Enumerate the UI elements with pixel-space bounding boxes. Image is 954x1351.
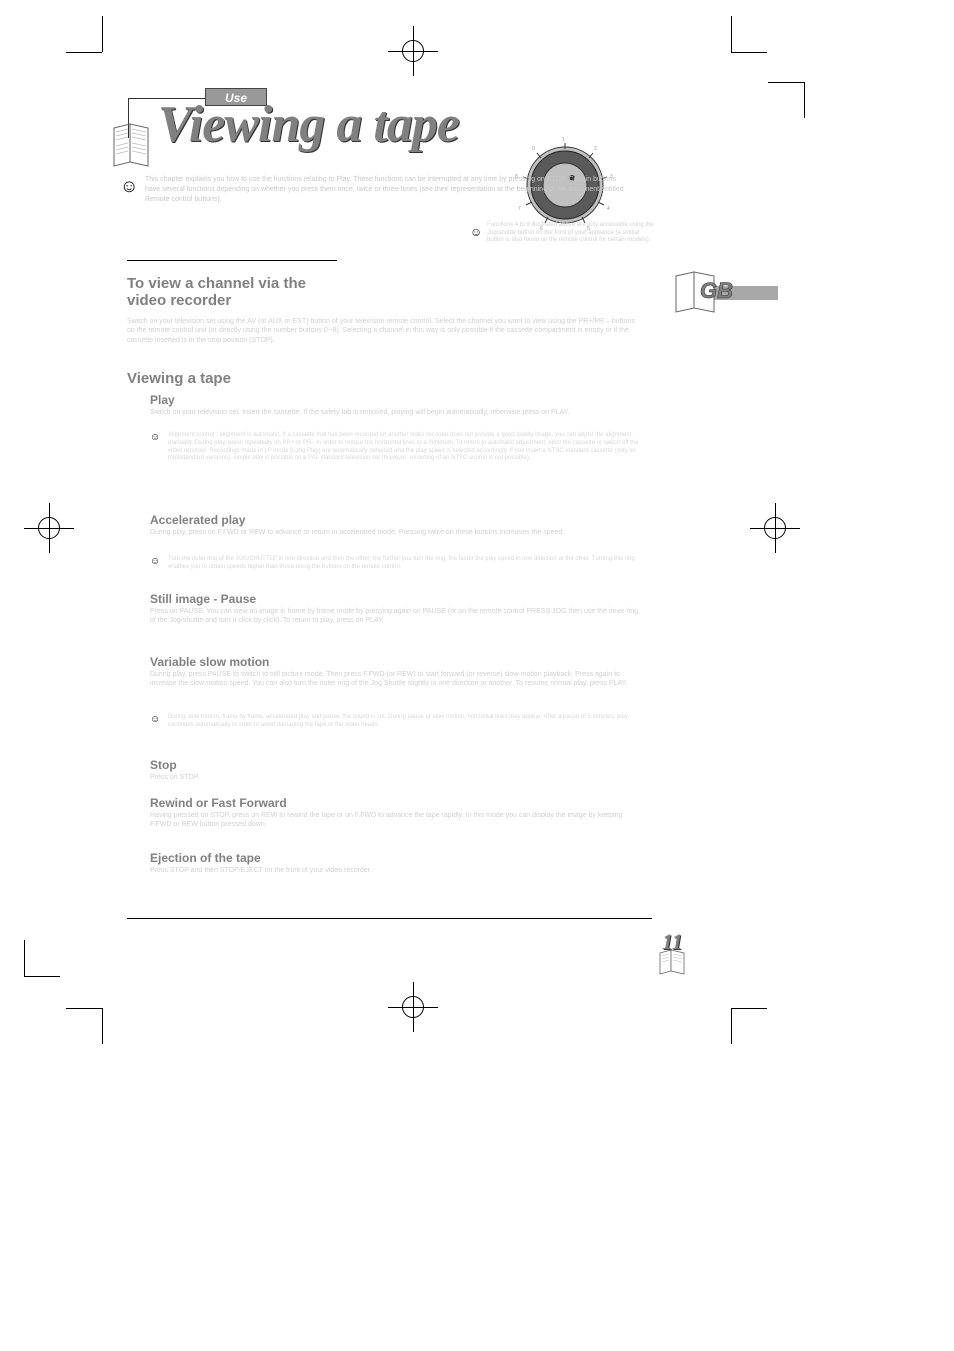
- language-badge-gb: GB: [670, 268, 780, 318]
- smiley-icon: ☺: [470, 225, 482, 239]
- body-stop: Press on STOP.: [150, 773, 645, 782]
- subheading-stop: Stop: [150, 758, 177, 772]
- body-still: Press on PAUSE. You can view an image in…: [150, 607, 645, 626]
- subheading-play: Play: [150, 393, 175, 407]
- subheading-slow: Variable slow motion: [150, 655, 269, 669]
- svg-text:2: 2: [594, 146, 597, 152]
- subheading-still: Still image - Pause: [150, 592, 256, 606]
- body-slow: During play, press PAUSE to switch to st…: [150, 670, 645, 689]
- crop-mark: [804, 82, 805, 118]
- subheading-accelerated: Accelerated play: [150, 513, 245, 527]
- smiley-icon: ☺: [120, 176, 138, 197]
- svg-text:7: 7: [518, 206, 521, 212]
- crop-mark: [66, 1008, 102, 1009]
- crop-mark: [768, 82, 804, 83]
- body-rewind: Having pressed on STOP, press on REW to …: [150, 811, 645, 830]
- crop-mark: [102, 1008, 103, 1044]
- smiley-icon: ☺: [150, 432, 160, 443]
- crop-mark: [731, 16, 732, 52]
- crop-mark: [102, 16, 103, 52]
- crop-mark: [24, 940, 25, 976]
- book-icon: [110, 122, 152, 172]
- smiley-icon: ☺: [150, 556, 160, 567]
- section-heading: To view a channel via the video recorder: [127, 275, 347, 310]
- book-icon: [657, 949, 687, 975]
- crop-mark: [66, 52, 102, 53]
- svg-text:GB: GB: [700, 278, 733, 303]
- registration-mark: [402, 40, 424, 62]
- body-eject: Press STOP and then STOP/EJECT on the fr…: [150, 866, 645, 875]
- body-accelerated: During play, press on F.FWD or REW to ad…: [150, 528, 645, 537]
- registration-mark: [764, 517, 786, 539]
- body-play: Switch on your television set. Insert th…: [150, 408, 645, 417]
- crop-mark: [731, 1008, 767, 1009]
- crop-mark: [24, 976, 60, 977]
- svg-text:1: 1: [562, 137, 565, 143]
- svg-text:9: 9: [532, 146, 535, 152]
- registration-mark: [402, 996, 424, 1018]
- subheading-rewind: Rewind or Fast Forward: [150, 796, 287, 810]
- note-accelerated: Turn the outer ring of the JOG/SHUTTLE i…: [168, 556, 648, 572]
- subheading-eject: Ejection of the tape: [150, 851, 261, 865]
- section-rule: [127, 918, 652, 919]
- crop-mark: [731, 52, 767, 53]
- page-title: Viewing a tape: [158, 95, 459, 154]
- section-heading: Viewing a tape: [127, 370, 231, 387]
- section-rule: [127, 260, 337, 261]
- svg-text:4: 4: [607, 206, 610, 212]
- jog-note: Functions 4 to 9 illustrated above are o…: [487, 222, 657, 245]
- smiley-icon: ☺: [150, 714, 160, 725]
- intro-note: This chapter explains you how to use the…: [145, 175, 625, 204]
- section-body: Switch on your television set using the …: [127, 317, 637, 345]
- note-play: Alignment control : alignment is automat…: [168, 432, 648, 463]
- note-slow: During slow motion, frame by frame, acce…: [168, 714, 648, 730]
- crop-mark: [731, 1008, 732, 1044]
- registration-mark: [38, 517, 60, 539]
